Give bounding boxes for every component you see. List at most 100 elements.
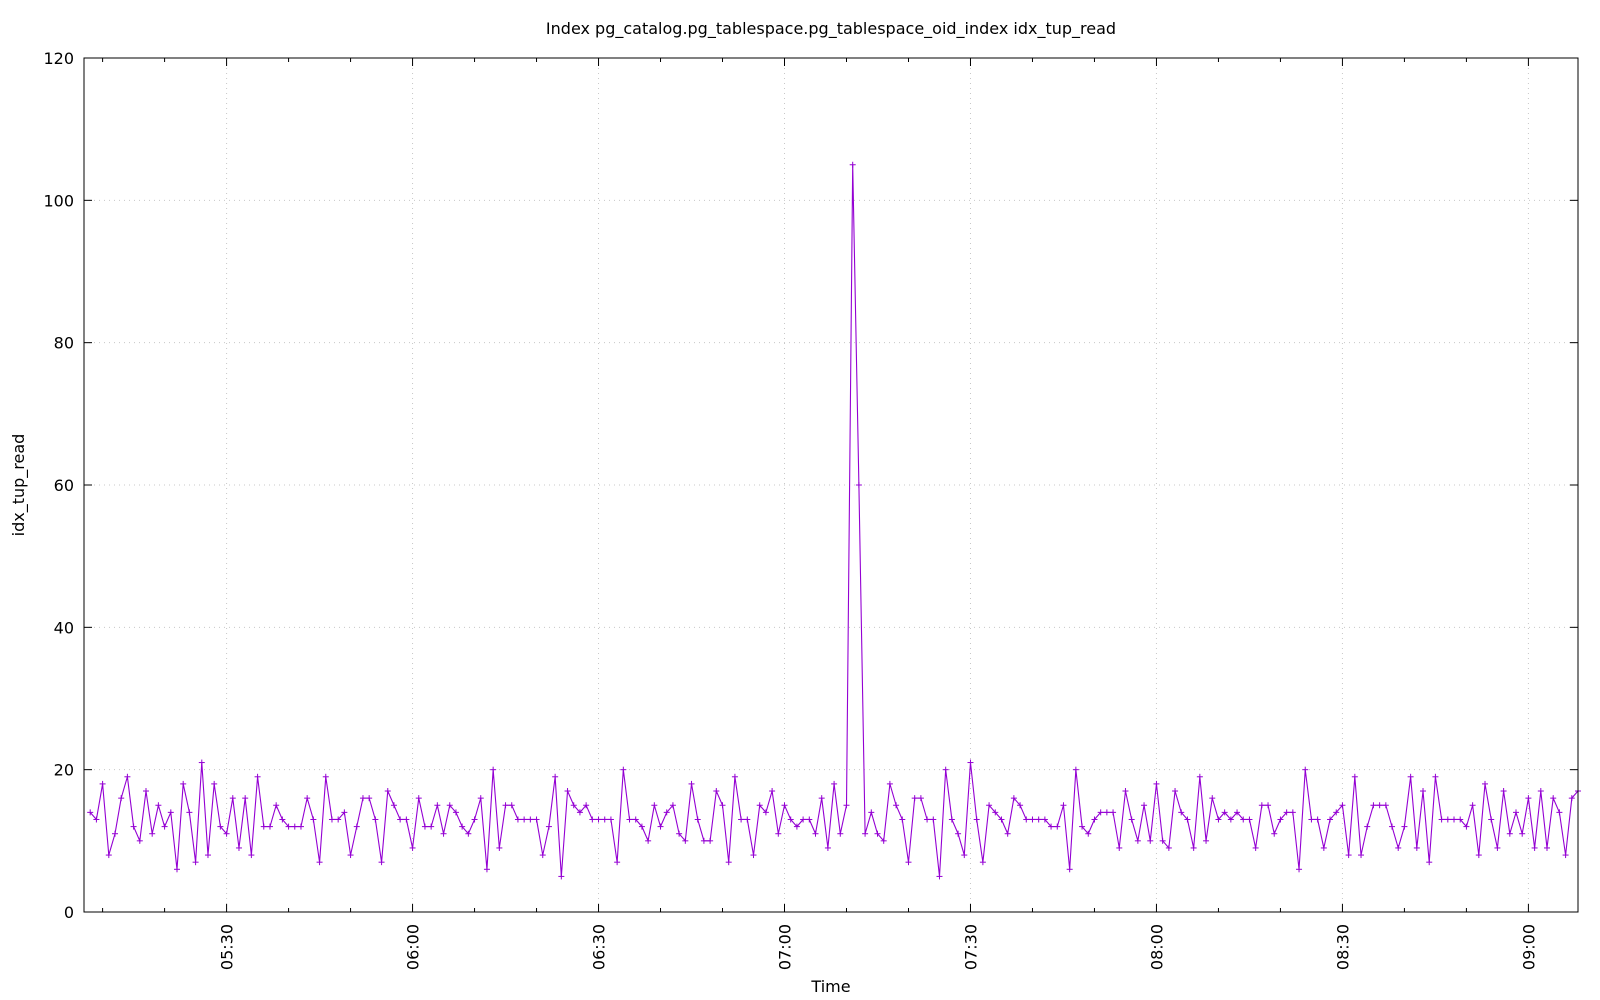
data-point [1265,802,1272,809]
data-point [1451,816,1458,823]
data-point [211,780,218,787]
data-point [1506,830,1513,837]
data-point [843,802,850,809]
data-point [725,859,732,866]
data-point [446,802,453,809]
data-point [155,802,162,809]
data-point [620,766,627,773]
data-point [483,866,490,873]
data-point [682,837,689,844]
data-point [1271,830,1278,837]
data-point [1172,788,1179,795]
data-point [849,161,856,168]
data-point [955,830,962,837]
y-axis-label: idx_tup_read [9,434,29,537]
data-point [570,802,577,809]
data-point [1525,795,1532,802]
data-point [992,809,999,816]
data-point [1401,823,1408,830]
data-point [1252,844,1259,851]
data-point [1072,766,1079,773]
data-point [1141,802,1148,809]
data-point [378,859,385,866]
data-point [347,852,354,859]
y-tick-label: 20 [54,761,74,780]
data-point [471,816,478,823]
data-point [1246,816,1253,823]
data-point [756,802,763,809]
data-point [1184,816,1191,823]
data-point [1283,809,1290,816]
data-point [800,816,807,823]
data-point [930,816,937,823]
data-point [285,823,292,830]
data-point [1382,802,1389,809]
data-point [1469,802,1476,809]
data-point [1227,816,1234,823]
data-point [583,802,590,809]
data-point [1134,837,1141,844]
data-point [862,830,869,837]
data-point [235,844,242,851]
data-point [359,795,366,802]
data-point [632,816,639,823]
data-point [1432,773,1439,780]
data-point [1413,844,1420,851]
x-tick-label: 07:00 [776,924,795,970]
data-point [539,852,546,859]
data-point [291,823,298,830]
data-point [1221,809,1228,816]
data-point [1097,809,1104,816]
data-point [372,816,379,823]
data-point [508,802,515,809]
data-point [818,795,825,802]
data-point [707,837,714,844]
y-tick-label: 80 [54,334,74,353]
data-point [1475,852,1482,859]
data-point [502,802,509,809]
data-point [1165,844,1172,851]
x-tick-label: 05:30 [218,924,237,970]
data-point [1438,816,1445,823]
data-point [1407,773,1414,780]
data-point [893,802,900,809]
data-point [496,844,503,851]
data-point [248,852,255,859]
data-point [421,823,428,830]
data-point [806,816,813,823]
y-tick-label: 40 [54,618,74,637]
data-point [874,830,881,837]
data-point [1103,809,1110,816]
data-point [1302,766,1309,773]
data-point [192,859,199,866]
data-point [310,816,317,823]
data-point [1333,809,1340,816]
data-point [824,844,831,851]
data-point [1482,780,1489,787]
data-point [961,852,968,859]
data-point [1500,788,1507,795]
data-point [1550,795,1557,802]
x-tick-label: 08:00 [1147,924,1166,970]
data-point [366,795,373,802]
data-point [1296,866,1303,873]
data-point [638,823,645,830]
data-point [936,873,943,880]
data-point [459,823,466,830]
data-point [855,482,862,488]
data-point [142,788,149,795]
data-point [905,859,912,866]
data-point [1147,837,1154,844]
data-point [1091,816,1098,823]
data-point [1004,830,1011,837]
data-point [831,780,838,787]
data-point [917,795,924,802]
data-point [403,816,410,823]
data-point [217,823,224,830]
data-point [136,837,143,844]
data-point [899,816,906,823]
data-point [1426,859,1433,866]
data-point [316,859,323,866]
data-point [1519,830,1526,837]
